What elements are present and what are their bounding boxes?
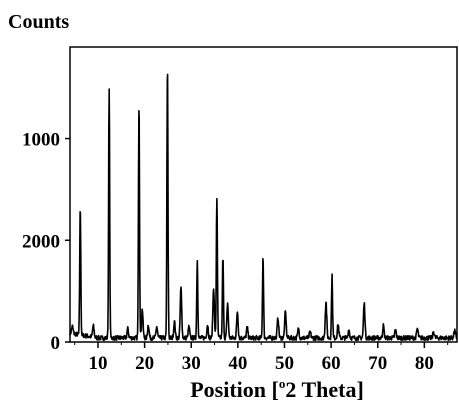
y-axis-ticks: 0 2000 1000: [22, 130, 70, 354]
x-axis-label: Position [o2 Theta]: [190, 376, 364, 402]
diffraction-trace: [69, 73, 458, 341]
y-axis-label: Counts: [8, 11, 69, 33]
x-axis-label-sup: o: [279, 376, 286, 391]
y-tick-label: 0: [51, 333, 61, 354]
y-tick-label: 1000: [22, 130, 60, 151]
x-tick-label: 40: [228, 353, 247, 374]
x-tick-label: 50: [275, 353, 294, 374]
y-tick-label: 2000: [22, 231, 60, 252]
x-tick-label: 10: [88, 353, 107, 374]
x-tick-label: 70: [368, 353, 387, 374]
plot-frame: [69, 46, 458, 343]
x-axis-label-after: 2 Theta]: [285, 377, 363, 402]
x-axis-ticks: 10 20 30 40 50 60 70 80: [74, 342, 449, 374]
x-tick-label: 60: [322, 353, 341, 374]
x-tick-label: 20: [135, 353, 154, 374]
x-axis-label-before: Position [: [190, 377, 279, 402]
x-tick-label: 80: [415, 353, 434, 374]
x-tick-label: 30: [182, 353, 201, 374]
